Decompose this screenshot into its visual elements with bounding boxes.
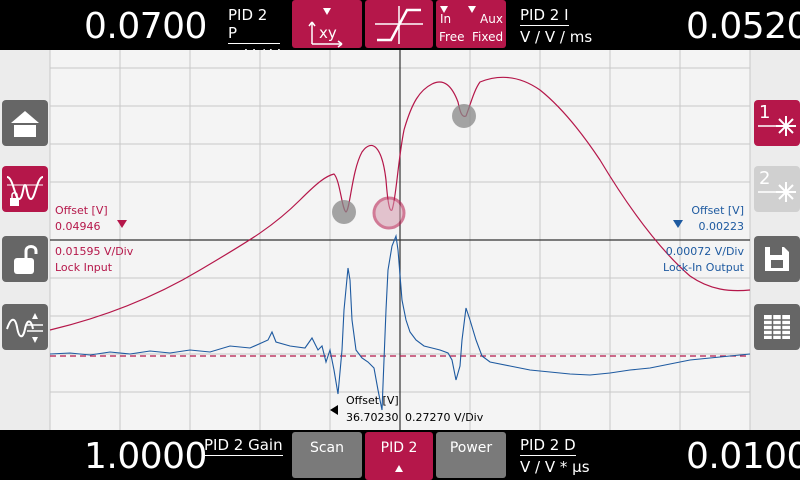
right-offset-arrow-icon (673, 220, 683, 228)
right-scale: 0.00072 V/Div (665, 245, 744, 258)
right-offset-label: Offset [V] (691, 204, 744, 217)
lock-point-marker (372, 196, 406, 230)
pid-i-unit: V / V / ms (520, 28, 593, 46)
tab-pid2-label: PID 2 (380, 440, 418, 456)
signal-scaling-button[interactable] (2, 304, 48, 350)
laser-2-icon (758, 182, 796, 202)
pid-p-value[interactable]: 0.0700 (84, 6, 207, 47)
pid-i-label[interactable]: PID 2 I V / V / ms (520, 6, 600, 46)
pid-d-label[interactable]: PID 2 D V / V * µs (520, 436, 600, 476)
pid-i-param: PID 2 I (520, 6, 569, 26)
unlock-button[interactable] (2, 236, 48, 282)
pid-gain-param: PID 2 Gain (204, 436, 283, 456)
mode-aux-label: Aux (480, 12, 503, 26)
mode-free-label: Free (439, 30, 465, 44)
laser-1-icon (758, 116, 796, 136)
scope-plot (49, 50, 751, 430)
pid-gain-label[interactable]: PID 2 Gain (204, 436, 283, 456)
pid-d-param: PID 2 D (520, 436, 576, 456)
sweep-waveform-icon (375, 6, 423, 44)
pid-d-unit: V / V * µs (520, 458, 590, 476)
pid-i-value[interactable]: 0.0520 (686, 6, 800, 47)
left-offset-arrow-icon (117, 220, 127, 228)
pid-d-value[interactable]: 0.0100 (686, 436, 800, 477)
xy-label: xy (319, 24, 337, 42)
laser-1-button[interactable]: 1 (754, 100, 800, 146)
lock-in-output-trace (49, 233, 751, 411)
xy-axes-icon: xy (308, 8, 343, 48)
sweep-shape-button[interactable] (365, 0, 433, 48)
tab-scan[interactable]: Scan (292, 432, 362, 478)
home-button[interactable] (2, 100, 48, 146)
save-icon (765, 247, 789, 271)
dip-marker-1 (332, 200, 356, 224)
tab-scan-label: Scan (309, 440, 345, 456)
tab-power[interactable]: Power (436, 432, 506, 478)
bottom-bar: 1.0000 PID 2 Gain Scan PID 2 Power PID 2… (0, 430, 800, 480)
bottom-offset-label: Offset [V] (346, 394, 399, 407)
input-mode-button[interactable]: In Aux Free Fixed (436, 0, 506, 48)
top-bar: 0.0700 PID 2 P V / V xy In Aux Free Fixe… (0, 0, 800, 64)
signal-compress-icon (6, 313, 43, 343)
lock-input-trace (49, 76, 751, 331)
right-offset-value: 0.00223 (698, 220, 745, 233)
tab-power-label: Power (449, 440, 493, 456)
unlock-icon (14, 245, 38, 274)
laser-1-number: 1 (759, 102, 771, 123)
dip-marker-3 (452, 104, 476, 128)
left-scale: 0.01595 V/Div (55, 245, 134, 258)
right-channel: Lock-In Output (663, 261, 744, 274)
bottom-offset-arrow-icon (330, 405, 338, 415)
save-button[interactable] (754, 236, 800, 282)
left-offset-label: Offset [V] (55, 204, 108, 217)
bottom-scale: 0.27270 V/Div (405, 411, 484, 424)
xy-mode-button[interactable]: xy (292, 0, 362, 48)
mode-in-label: In (440, 12, 452, 26)
scope-display[interactable]: Offset [V] 0.04946 0.01595 V/Div Lock In… (0, 50, 800, 430)
tab-up-arrow-icon (395, 465, 403, 472)
bottom-offset-value: 36.70230 (346, 411, 399, 424)
tab-pid2[interactable]: PID 2 (365, 432, 433, 480)
laser-2-number: 2 (759, 168, 771, 189)
lock-mode-button[interactable] (2, 166, 48, 212)
mode-arrows-icon (440, 6, 476, 13)
left-offset-value: 0.04946 (55, 220, 101, 233)
lock-spectrum-icon (6, 176, 44, 206)
home-icon (11, 111, 39, 137)
pid-p-param: PID 2 P (228, 6, 280, 44)
left-channel: Lock Input (55, 261, 113, 274)
pid-gain-value[interactable]: 1.0000 (84, 436, 207, 477)
mode-fixed-label: Fixed (472, 30, 504, 44)
menu-button[interactable] (754, 304, 800, 350)
laser-2-button[interactable]: 2 (754, 166, 800, 212)
columns-icon (764, 315, 790, 339)
